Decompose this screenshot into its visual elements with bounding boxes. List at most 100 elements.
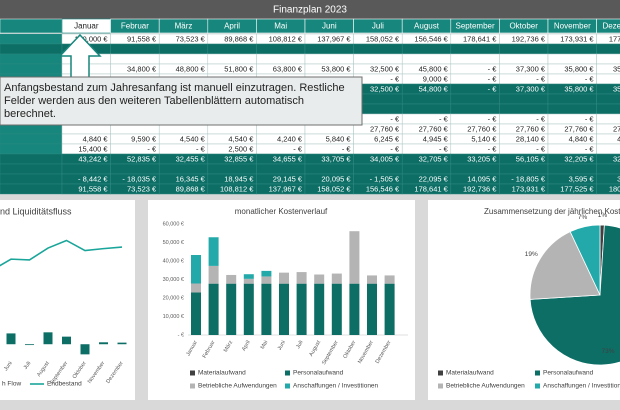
cell-value: 137,967 € — [317, 34, 351, 43]
cell-value: 32,205 € — [613, 154, 620, 163]
row-label-cell — [0, 173, 63, 185]
pie-slice — [529, 231, 601, 300]
legend-swatch — [438, 383, 443, 389]
bar — [99, 342, 108, 345]
cell-value: 156,546 € — [414, 34, 448, 43]
y-tick-label: 60,000 € — [163, 221, 184, 227]
legend-swatch — [535, 383, 540, 389]
x-tick-label: März — [223, 340, 234, 354]
cell — [401, 93, 452, 105]
cell-value: 156,546 € — [366, 184, 400, 193]
y-tick-label: 20,000 € — [163, 295, 184, 301]
cell-value: - 1,505 € — [370, 174, 400, 183]
cell-value: - € — [488, 74, 498, 83]
bar-segment — [367, 283, 377, 335]
note-text: berechnet. — [4, 108, 56, 120]
legend-label: Personalaufwand — [293, 370, 344, 377]
legend-swatch — [535, 370, 540, 376]
cell-value: 34,005 € — [370, 154, 400, 163]
cell-value: 29,145 € — [273, 174, 303, 183]
month-header: Juli — [372, 22, 384, 31]
legend-label: Personalaufwand — [543, 370, 594, 377]
cell-value: - € — [342, 144, 352, 153]
legend-swatch — [190, 383, 195, 389]
cell-value: 34,800 € — [127, 64, 157, 73]
month-header: Juni — [322, 22, 337, 31]
month-header: Januar — [74, 22, 99, 31]
cell-value: 32,705 € — [419, 154, 449, 163]
cell-value: 2,500 € — [228, 144, 254, 153]
cell — [596, 143, 620, 155]
legend-swatch — [285, 370, 290, 376]
cell — [596, 133, 620, 145]
y-tick-label: 50,000 € — [163, 240, 184, 246]
cell-value: 91,558 € — [127, 34, 157, 43]
bar-segment — [384, 275, 395, 284]
cell-value: 9,000 € — [423, 74, 449, 83]
cell-value: 173,931 € — [560, 34, 594, 43]
bar-segment — [279, 283, 289, 335]
cell — [547, 163, 597, 175]
cell-value: 4,540 € — [180, 134, 206, 143]
data-label: 73% — [601, 348, 614, 355]
cell-value: 45,800 € — [419, 64, 449, 73]
cell — [158, 163, 209, 175]
pie-slice — [569, 224, 601, 296]
cell — [450, 43, 500, 55]
cell-value: 137,967 € — [269, 184, 303, 193]
cell-value: - € — [585, 144, 595, 153]
cell-value: 16,345 € — [176, 174, 206, 183]
cell-value: 108,812 € — [269, 34, 303, 43]
cell-value: 5,140 € — [471, 134, 497, 143]
y-tick-label: 30,000 € — [163, 277, 184, 283]
bar-segment — [191, 283, 201, 293]
cell-value: 48,800 € — [176, 64, 206, 73]
note-text: Anfangsbestand zum Jahresanfang ist manu… — [4, 82, 345, 94]
cell-value: 4,945 € — [423, 134, 449, 143]
data-label: 19% — [525, 251, 538, 258]
cell-value: - € — [488, 64, 498, 73]
row-label-cell — [0, 18, 63, 34]
note-box — [0, 76, 363, 126]
bar-segment — [296, 272, 307, 284]
cell-value: 37,300 € — [516, 84, 546, 93]
legend-label: Betriebliche Aufwendungen — [446, 383, 525, 390]
bar-segment — [208, 237, 219, 266]
cell-value: 173,931 € — [512, 184, 546, 193]
cell-value: - € — [536, 144, 546, 153]
cell-value: 4,840 € — [617, 134, 620, 143]
cell-value: - € — [488, 114, 498, 123]
cell-value: 35,800 € — [613, 64, 620, 73]
cell-value: 18,945 € — [224, 174, 254, 183]
cell — [596, 173, 620, 185]
cell-value: 15,400 € — [78, 144, 108, 153]
cell-value: - € — [293, 144, 303, 153]
cell — [596, 53, 620, 65]
cell-value: - € — [585, 114, 595, 123]
cell-value: 178,641 € — [414, 184, 448, 193]
data-label: 1% — [598, 212, 608, 219]
cell-value: 27,760 € — [613, 124, 620, 133]
month-header: Februar — [121, 22, 149, 31]
cell-value: 73,523 € — [127, 184, 157, 193]
cell-value: - € — [439, 144, 449, 153]
cell — [596, 43, 620, 55]
cell — [499, 53, 549, 65]
bar-segment — [384, 283, 395, 335]
cell-value: 52,835 € — [127, 154, 157, 163]
bar-segment — [243, 283, 254, 335]
cell — [110, 53, 160, 65]
cell-value: 177,525 € — [609, 34, 620, 43]
cell — [304, 163, 354, 175]
cell — [158, 43, 209, 55]
cell-value: - € — [488, 84, 498, 93]
cell — [401, 103, 452, 115]
cell — [596, 33, 620, 45]
cell — [207, 43, 257, 55]
legend-label: h Flow — [2, 381, 21, 388]
x-tick-label: Mai — [260, 340, 270, 351]
cell-value: - 18,035 € — [122, 174, 157, 183]
cell-value: 3,595 € — [569, 174, 595, 183]
cell-value: 32,205 € — [564, 154, 594, 163]
